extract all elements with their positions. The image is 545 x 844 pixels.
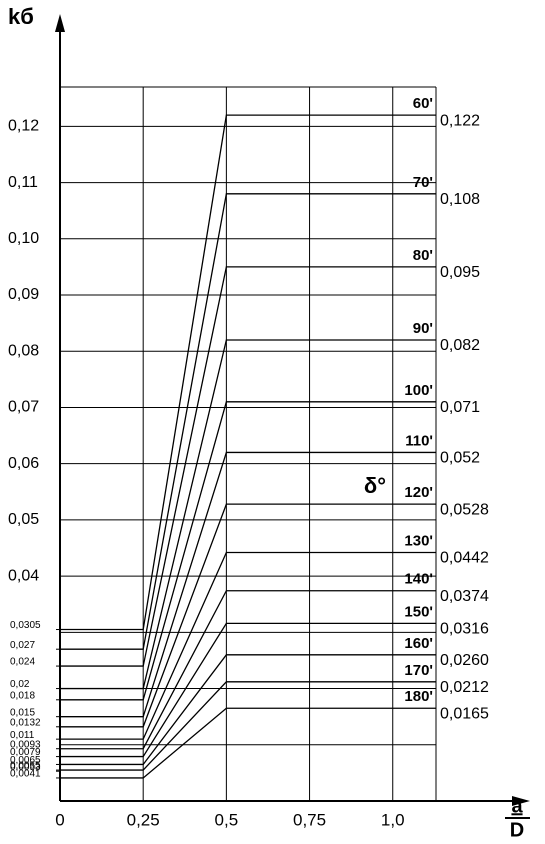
series-line bbox=[60, 590, 436, 750]
y-tick-label: 0,06 bbox=[8, 455, 39, 472]
series-name: 170' bbox=[404, 662, 433, 679]
series-name: 100' bbox=[404, 382, 433, 399]
x-tick-label: 0,25 bbox=[127, 810, 160, 829]
y-axis-arrow bbox=[55, 14, 65, 32]
right-label: 0,108 bbox=[440, 191, 480, 208]
series-line bbox=[60, 654, 436, 766]
series-line bbox=[60, 503, 436, 728]
annotation: δ° bbox=[364, 473, 386, 498]
series-name: 180' bbox=[404, 688, 433, 705]
series-name: 120' bbox=[404, 484, 433, 501]
series-line bbox=[60, 551, 436, 740]
y-minor-tick-label: 0,0093 bbox=[10, 739, 41, 750]
right-label: 0,095 bbox=[440, 264, 480, 281]
x-axis-arrow bbox=[512, 796, 530, 806]
x-tick-label: 1,0 bbox=[381, 810, 405, 829]
x-tick-label: 0 bbox=[55, 810, 64, 829]
right-label: 0,0260 bbox=[440, 652, 489, 669]
x-axis-label-den: D bbox=[510, 819, 524, 841]
right-label: 0,071 bbox=[440, 399, 480, 416]
series-line bbox=[60, 707, 436, 779]
y-minor-tick-label: 0,0132 bbox=[10, 717, 41, 728]
series-line bbox=[60, 114, 436, 631]
series-name: 60' bbox=[413, 95, 433, 112]
right-label: 0,0212 bbox=[440, 679, 489, 696]
y-minor-tick-label: 0,0079 bbox=[10, 747, 41, 758]
series-line bbox=[60, 622, 436, 758]
y-minor-tick-label: 0,0041 bbox=[10, 769, 41, 780]
y-tick-label: 0,04 bbox=[8, 567, 39, 584]
series-line bbox=[60, 451, 436, 718]
x-tick-label: 0,5 bbox=[215, 810, 239, 829]
series-name: 90' bbox=[413, 320, 433, 337]
series-name: 70' bbox=[413, 174, 433, 191]
y-axis-label: kб bbox=[8, 4, 34, 29]
right-label: 0,0442 bbox=[440, 550, 489, 567]
series-line bbox=[60, 193, 436, 650]
y-minor-tick-label: 0,018 bbox=[10, 690, 35, 701]
y-tick-label: 0,12 bbox=[8, 118, 39, 135]
series-name: 110' bbox=[405, 432, 433, 449]
right-label: 0,082 bbox=[440, 337, 480, 354]
y-minor-tick-label: 0,027 bbox=[10, 640, 35, 651]
y-minor-tick-label: 0,0305 bbox=[10, 620, 41, 631]
right-label: 0,0528 bbox=[440, 501, 489, 518]
right-label: 0,052 bbox=[440, 450, 480, 467]
y-minor-tick-label: 0,0065 bbox=[10, 755, 41, 766]
series-name: 130' bbox=[404, 532, 433, 549]
right-label: 0,0316 bbox=[440, 621, 489, 638]
right-label: 0,0165 bbox=[440, 705, 489, 722]
y-tick-label: 0,07 bbox=[8, 399, 39, 416]
y-minor-tick-label: 0,0055 bbox=[10, 761, 41, 772]
series-line bbox=[60, 681, 436, 771]
series-line bbox=[60, 339, 436, 690]
y-minor-tick-label: 0,015 bbox=[10, 707, 35, 718]
right-label: 0,122 bbox=[440, 112, 480, 129]
series-name: 150' bbox=[404, 603, 433, 620]
y-minor-tick-label: 0,0053 bbox=[10, 762, 41, 773]
series-name: 140' bbox=[404, 571, 433, 588]
series-name: 160' bbox=[404, 635, 433, 652]
y-tick-label: 0,10 bbox=[8, 230, 39, 247]
y-tick-label: 0,05 bbox=[8, 511, 39, 528]
y-minor-tick-label: 0,02 bbox=[10, 679, 30, 690]
y-minor-tick-label: 0,011 bbox=[10, 730, 35, 741]
y-tick-label: 0,09 bbox=[8, 286, 39, 303]
right-label: 0,0374 bbox=[440, 588, 489, 605]
series-line bbox=[60, 266, 436, 667]
y-tick-label: 0,11 bbox=[8, 174, 38, 191]
y-minor-tick-label: 0,024 bbox=[10, 657, 35, 668]
y-tick-label: 0,08 bbox=[8, 342, 39, 359]
x-tick-label: 0,75 bbox=[293, 810, 326, 829]
series-line bbox=[60, 401, 436, 701]
series-name: 80' bbox=[413, 247, 433, 264]
